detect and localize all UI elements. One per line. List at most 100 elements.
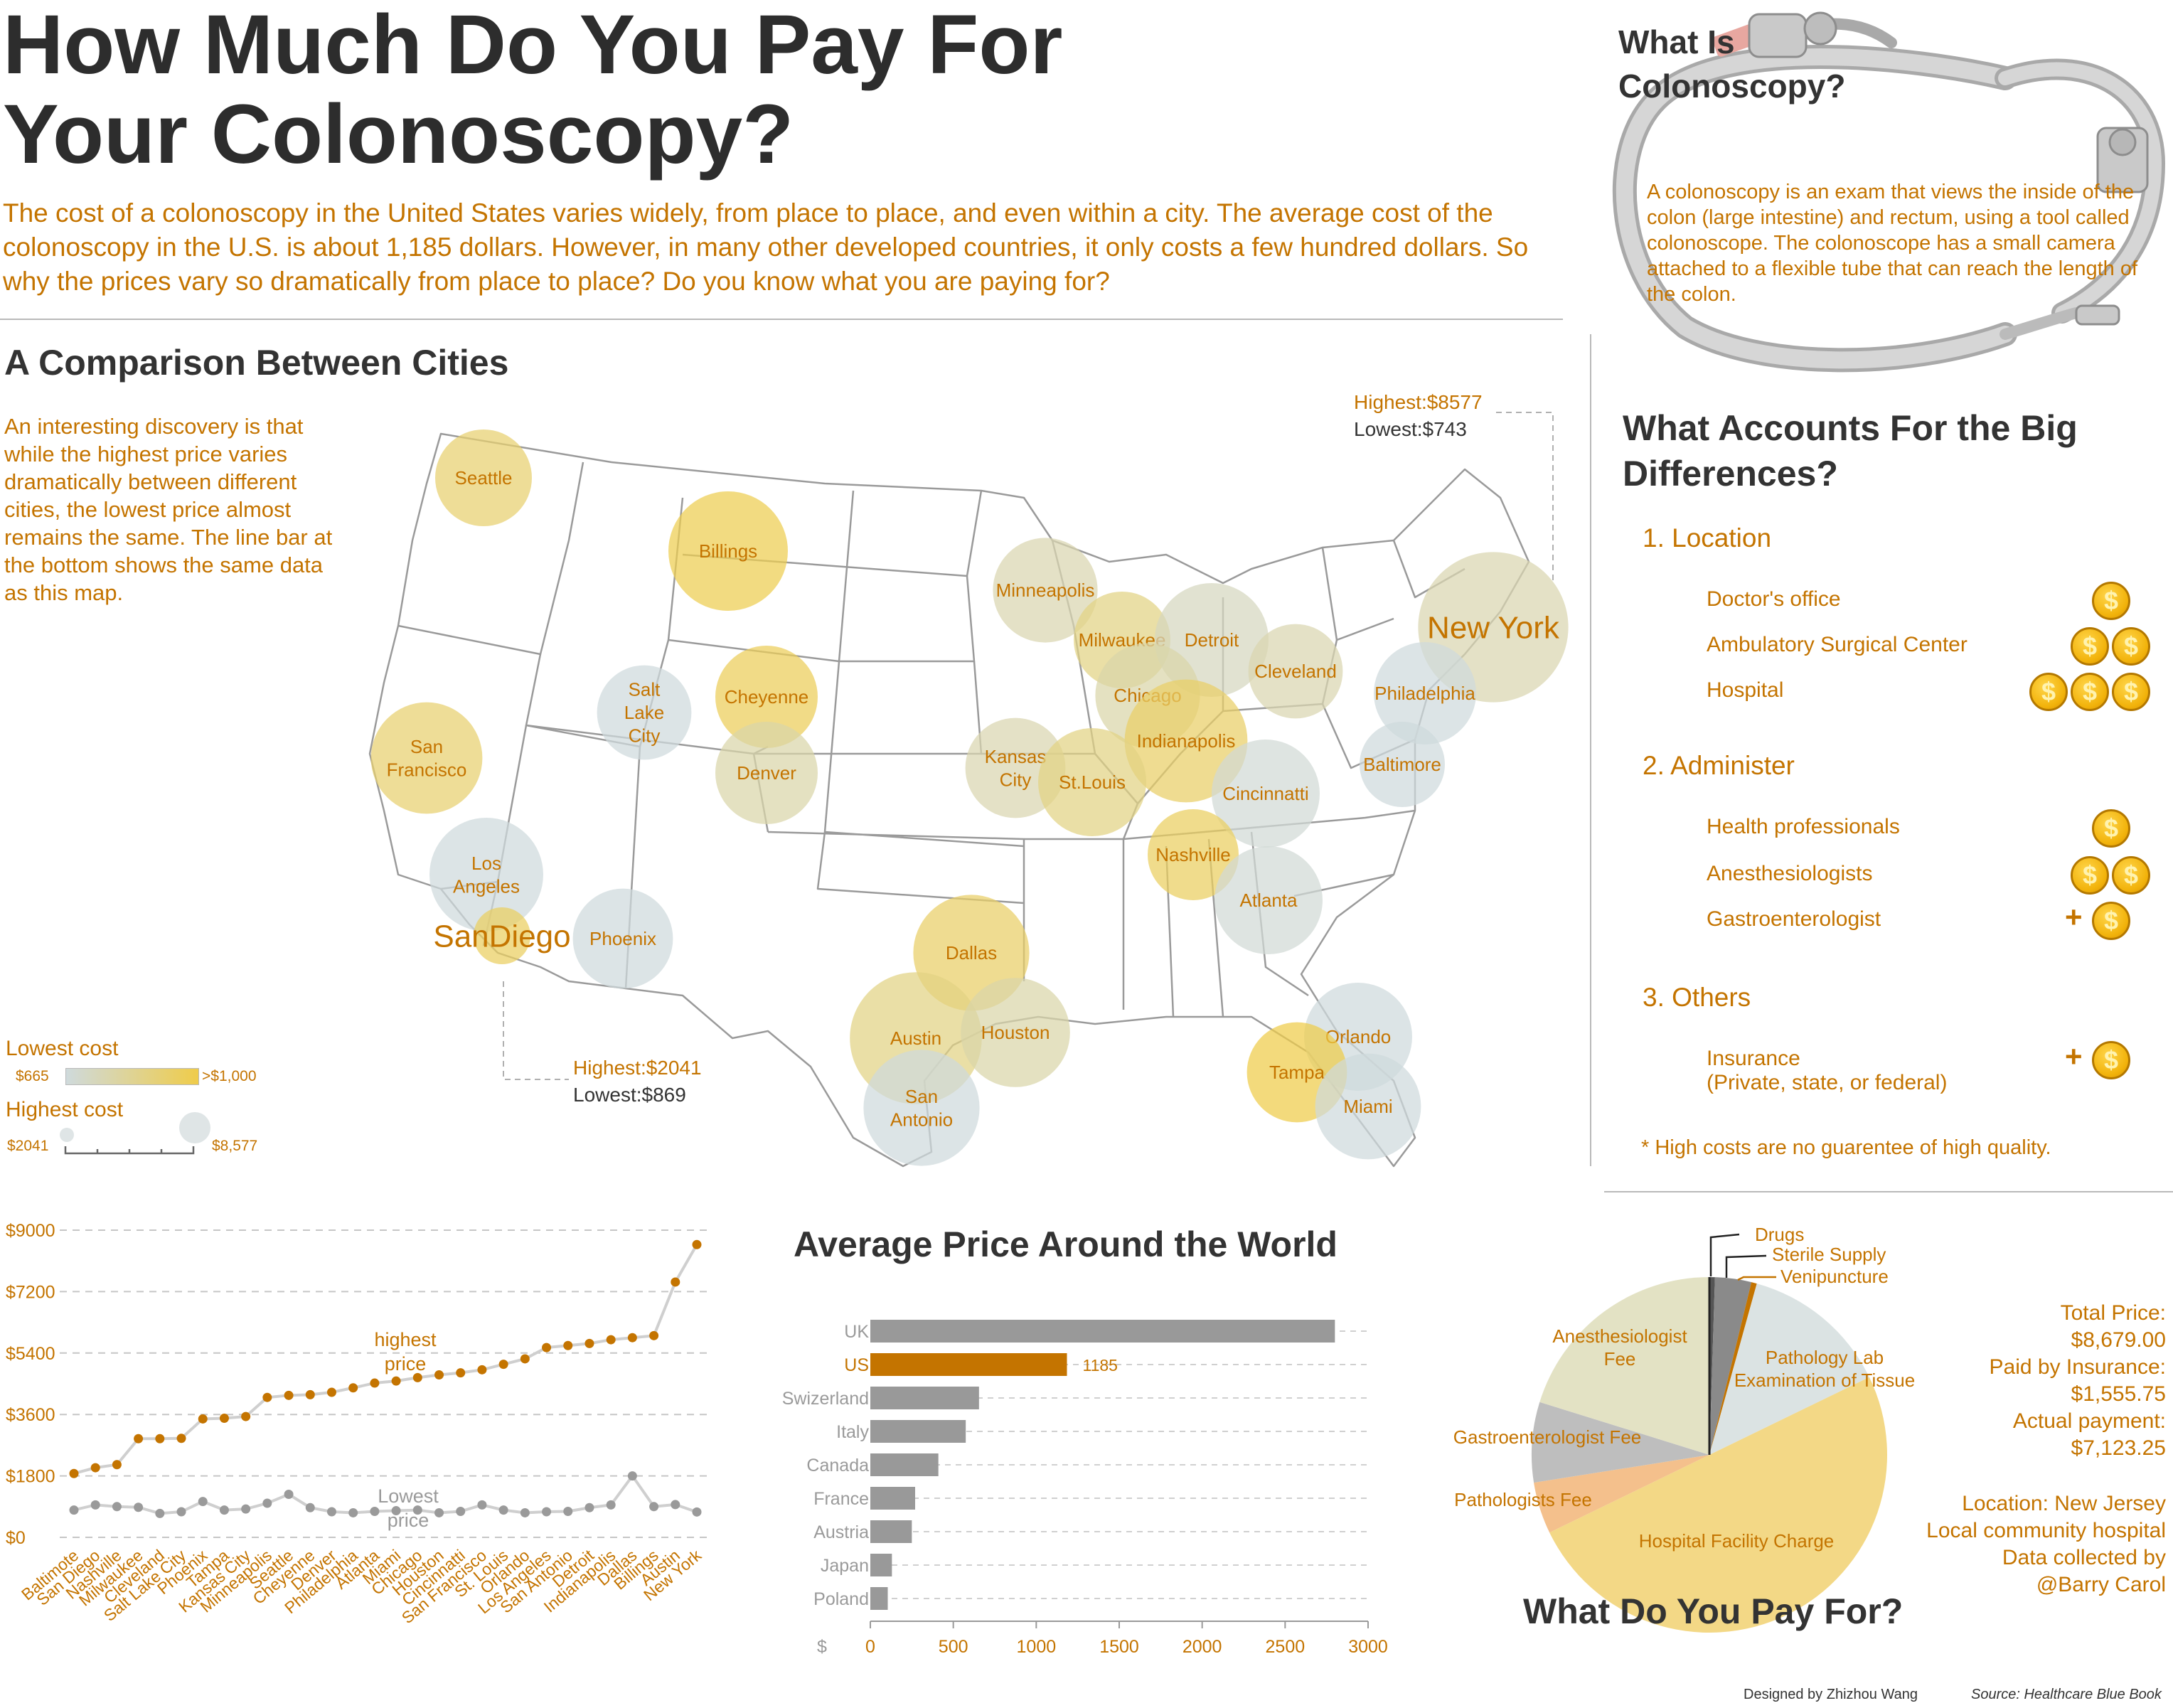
bar-category-label: Austria bbox=[813, 1522, 869, 1542]
world-price-bar-chart: UK US 1185 Swizerland Italy Canada France Austr… bbox=[782, 1320, 1388, 1657]
city-label-st-louis: St.Louis bbox=[1059, 772, 1126, 793]
line-point-lowest bbox=[520, 1507, 530, 1517]
city-bubble-denver bbox=[715, 722, 818, 824]
colonoscope-illustration bbox=[1613, 11, 2165, 373]
city-label-san-antonio: San bbox=[905, 1086, 938, 1107]
right-divider bbox=[1604, 1191, 2173, 1192]
dollar-coin-icon: $ bbox=[2092, 902, 2130, 940]
difference-item-label: Ambulatory Surgical Center bbox=[1707, 633, 1968, 656]
bar-x-tick: 1000 bbox=[1017, 1637, 1057, 1657]
source-credit: Source: Healthcare Blue Book bbox=[1971, 1687, 2162, 1702]
line-y-tick: $3600 bbox=[6, 1405, 55, 1425]
line-point-highest bbox=[649, 1330, 659, 1340]
line-point-lowest bbox=[692, 1507, 702, 1517]
pie-slice-pathologists-fee bbox=[1534, 1455, 1709, 1533]
line-point-lowest bbox=[241, 1504, 251, 1514]
dollar-coin-icon: $ bbox=[2112, 856, 2150, 895]
highest-series-label: price bbox=[385, 1353, 427, 1375]
pie-label: Venipuncture bbox=[1780, 1266, 1889, 1287]
line-y-tick: $1800 bbox=[6, 1467, 55, 1487]
dollar-coin-icon: $ bbox=[2071, 856, 2109, 895]
difference-heading: 1. Location bbox=[1643, 523, 1772, 553]
line-point-highest bbox=[326, 1387, 336, 1397]
pie-label: Hospital Facility Charge bbox=[1639, 1530, 1835, 1552]
city-label-salt-lake-city: Salt bbox=[629, 679, 661, 700]
bar-poland bbox=[870, 1587, 888, 1610]
line-point-highest bbox=[198, 1414, 208, 1424]
pie-leader-line bbox=[1709, 1233, 1740, 1276]
city-bubble-baltimore bbox=[1360, 722, 1445, 807]
line-point-lowest bbox=[112, 1502, 122, 1512]
city-bubble-houston bbox=[961, 978, 1070, 1087]
line-point-lowest bbox=[477, 1500, 487, 1510]
pie-label: Fee bbox=[1604, 1348, 1636, 1370]
city-label-dallas: Dallas bbox=[946, 942, 997, 964]
comparison-title: A Comparison Between Cities bbox=[4, 343, 509, 383]
plus-icon: + bbox=[2065, 900, 2083, 934]
city-label-denver: Denver bbox=[737, 762, 796, 784]
difference-item-label: Health professionals bbox=[1707, 815, 1900, 838]
pie-slice-hospital-facility-charge bbox=[1549, 1377, 1888, 1633]
city-label-miami: Miami bbox=[1343, 1096, 1392, 1117]
dollar-coin-icon: $ bbox=[2112, 673, 2150, 711]
dollar-coin-icon: $ bbox=[2092, 1041, 2130, 1079]
city-bubble-sandiego bbox=[474, 907, 530, 964]
difference-item-label: Doctor's office bbox=[1707, 587, 1841, 611]
line-point-highest bbox=[692, 1239, 702, 1249]
line-point-highest bbox=[391, 1376, 401, 1386]
bar-italy bbox=[870, 1420, 966, 1443]
difference-item-label: Gastroenterologist bbox=[1707, 907, 1881, 931]
line-point-lowest bbox=[606, 1500, 616, 1510]
bar-x-tick: 500 bbox=[939, 1637, 968, 1657]
city-label-atlanta: Atlanta bbox=[1240, 890, 1298, 911]
bar-category-label: Poland bbox=[813, 1589, 869, 1609]
pie-leader-line bbox=[1737, 1276, 1776, 1281]
bar-x-tick: 0 bbox=[865, 1637, 875, 1657]
line-point-lowest bbox=[391, 1506, 401, 1516]
line-point-highest bbox=[456, 1368, 466, 1378]
dollar-coin-icon: $ bbox=[2029, 673, 2068, 711]
difference-item-label: Insurance (Private, state, or federal) bbox=[1707, 1047, 1948, 1094]
bar-japan bbox=[870, 1554, 892, 1576]
city-label-phoenix: Phoenix bbox=[589, 928, 656, 949]
city-label-kansas-city: City bbox=[1000, 769, 1032, 790]
bar-category-label: US bbox=[844, 1355, 869, 1375]
city-bubble-phoenix bbox=[572, 888, 673, 989]
line-point-highest bbox=[370, 1378, 380, 1388]
bar-chart-title: Average Price Around the World bbox=[794, 1224, 1338, 1264]
city-bubble-los-angeles bbox=[429, 818, 543, 932]
bill-summary: Total Price: $8,679.00 Paid by Insurance… bbox=[1989, 1301, 2166, 1460]
city-label-minneapolis: Minneapolis bbox=[996, 580, 1095, 601]
line-point-lowest bbox=[542, 1507, 552, 1517]
comparison-description: An interesting discovery is that while t… bbox=[4, 414, 333, 605]
difference-heading: 3. Others bbox=[1643, 983, 1751, 1012]
line-point-highest bbox=[606, 1335, 616, 1345]
pie-slice-gastroenterologist-fee bbox=[1532, 1402, 1709, 1483]
line-point-highest bbox=[542, 1343, 552, 1352]
city-label-san-francisco: San bbox=[410, 736, 443, 757]
line-point-lowest bbox=[671, 1500, 680, 1510]
bar-axis-currency: $ bbox=[817, 1637, 827, 1657]
city-label-san-antonio: Antonio bbox=[890, 1109, 953, 1130]
pie-label: Pathologists Fee bbox=[1454, 1489, 1592, 1510]
pie-slice-drugs bbox=[1709, 1277, 1715, 1455]
title-line-2: Your Colonoscopy? bbox=[3, 87, 794, 181]
line-point-lowest bbox=[412, 1505, 422, 1515]
bar-category-label: Japan bbox=[821, 1556, 869, 1576]
bar-x-tick: 2500 bbox=[1266, 1637, 1306, 1657]
line-point-lowest bbox=[305, 1502, 315, 1512]
legend-lowest-min: $665 bbox=[16, 1068, 49, 1084]
line-point-lowest bbox=[627, 1471, 637, 1481]
legend-lowest-max: >$1,000 bbox=[202, 1068, 257, 1084]
plus-icon: + bbox=[2065, 1040, 2083, 1073]
line-y-tick: $7200 bbox=[6, 1282, 55, 1302]
pie-slice-sterile-supply bbox=[1709, 1277, 1752, 1455]
city-bubble-salt-lake-city bbox=[597, 665, 692, 760]
city-label-tampa: Tampa bbox=[1269, 1062, 1325, 1083]
difference-item-label: Anesthesiologists bbox=[1707, 862, 1873, 885]
bar-category-label: Italy bbox=[836, 1422, 869, 1442]
legend-highest-title: Highest cost bbox=[6, 1098, 124, 1121]
line-point-highest bbox=[69, 1468, 79, 1478]
line-point-lowest bbox=[584, 1502, 594, 1512]
bar-category-label: France bbox=[813, 1489, 869, 1509]
